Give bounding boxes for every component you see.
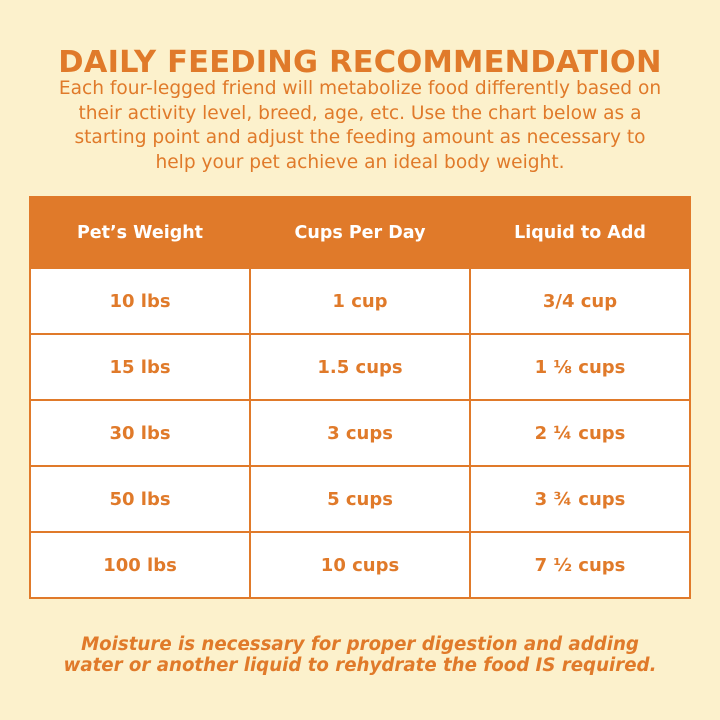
table-row: 100 lbs 10 cups 7 ½ cups: [29, 531, 691, 599]
footer-line: Moisture is necessary for proper digesti…: [81, 634, 639, 655]
intro-line: help your pet achieve an ideal body weig…: [155, 151, 565, 173]
table-header-row: Pet’s Weight Cups Per Day Liquid to Add: [29, 196, 691, 269]
intro-paragraph: Each four-legged friend will metabolize …: [24, 77, 696, 175]
page-title: DAILY FEEDING RECOMMENDATION: [58, 45, 662, 81]
cell-liquid-to-add: 2 ¼ cups: [469, 399, 691, 467]
intro-line: Each four-legged friend will metabolize …: [58, 78, 662, 99]
cell-liquid-to-add: 3 ¾ cups: [469, 465, 691, 533]
intro-line: their activity level, breed, age, etc. U…: [78, 102, 642, 124]
table-row: 30 lbs 3 cups 2 ¼ cups: [29, 399, 691, 467]
cell-pet-weight: 15 lbs: [29, 333, 251, 401]
header-liquid-to-add: Liquid to Add: [469, 196, 691, 269]
cell-liquid-to-add: 1 ⅛ cups: [469, 333, 691, 401]
cell-pet-weight: 50 lbs: [29, 465, 251, 533]
cell-cups-per-day: 3 cups: [249, 399, 471, 467]
table-row: 10 lbs 1 cup 3/4 cup: [29, 267, 691, 335]
footer-line: water or another liquid to rehydrate the…: [63, 655, 657, 676]
header-cups-per-day: Cups Per Day: [249, 196, 471, 269]
cell-pet-weight: 10 lbs: [29, 267, 251, 335]
cell-cups-per-day: 1 cup: [249, 267, 471, 335]
intro-line: starting point and adjust the feeding am…: [74, 127, 646, 148]
cell-cups-per-day: 1.5 cups: [249, 333, 471, 401]
cell-liquid-to-add: 7 ½ cups: [469, 531, 691, 599]
footer-note: Moisture is necessary for proper digesti…: [0, 634, 720, 676]
feeding-table: Pet’s Weight Cups Per Day Liquid to Add …: [29, 196, 691, 599]
table-row: 50 lbs 5 cups 3 ¾ cups: [29, 465, 691, 533]
cell-liquid-to-add: 3/4 cup: [469, 267, 691, 335]
cell-pet-weight: 30 lbs: [29, 399, 251, 467]
cell-cups-per-day: 5 cups: [249, 465, 471, 533]
cell-cups-per-day: 10 cups: [249, 531, 471, 599]
table-row: 15 lbs 1.5 cups 1 ⅛ cups: [29, 333, 691, 401]
cell-pet-weight: 100 lbs: [29, 531, 251, 599]
header-pet-weight: Pet’s Weight: [29, 196, 251, 269]
